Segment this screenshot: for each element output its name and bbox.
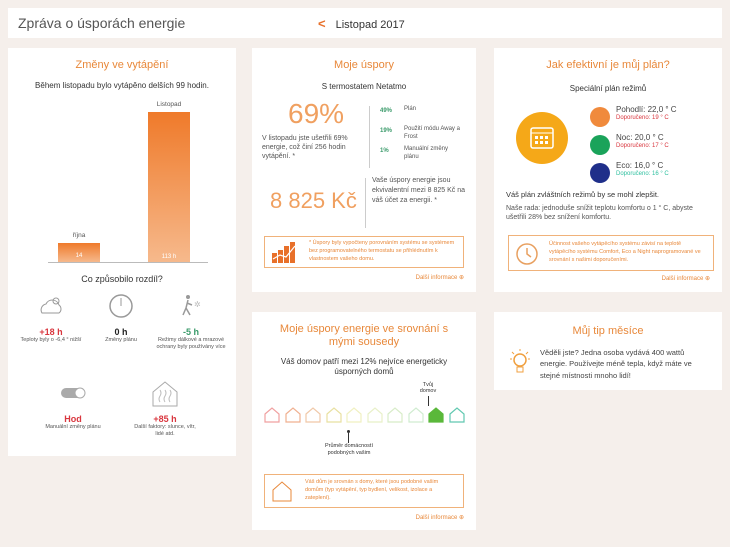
- house-icon: [448, 407, 465, 423]
- mode-name: Noc: 20,0 ° C: [616, 133, 664, 142]
- mode-item: Noc: 20,0 ° C Doporučeno: 17 ° C: [616, 133, 669, 149]
- house-icon: [272, 481, 292, 502]
- difference-question: Co způsobilo rozdíl?: [81, 274, 163, 284]
- clock-icon: [516, 243, 538, 265]
- savings-percent: 69%: [288, 98, 345, 129]
- plan-subtitle: Speciální plán režimů: [569, 84, 647, 93]
- house-icon: [325, 407, 342, 423]
- svg-text:✲: ✲: [194, 300, 201, 309]
- factor-description: Manuální změny plánu: [45, 424, 101, 430]
- tip-text: Věděli jste? Jedna osoba vydává 400 watt…: [540, 348, 692, 380]
- chevron-left-icon[interactable]: <: [318, 16, 326, 31]
- factor-item: Hod Manuální změny plánu: [38, 380, 108, 431]
- savings-card: Moje úspory S termostatem Netatmo 69% V …: [252, 48, 476, 292]
- factor-value: -5 h: [182, 327, 199, 337]
- breakdown-label: Použití módu Away a Frost: [404, 126, 460, 140]
- savings-percent-desc: V listopadu jste ušetřili 69% energie, c…: [262, 135, 348, 161]
- factor-item: 0 h Změny plánu: [86, 293, 156, 344]
- house-icon: [284, 407, 301, 423]
- plan-title: Jak efektivní je můj plán?: [546, 59, 670, 71]
- bar-value-label: 113 h: [161, 254, 177, 260]
- factor-description: Změny plánu: [105, 337, 137, 343]
- mode-color-dot: [590, 107, 610, 127]
- mode-name: Pohodlí: 22,0 ° C: [616, 105, 677, 114]
- plan-more-link[interactable]: Další informace ⊕: [661, 276, 710, 282]
- factor-description: Teploty byly o -6,4 ° nižší: [20, 337, 82, 343]
- your-home-label: Tvůj domov: [419, 382, 437, 394]
- chart-baseline: [48, 262, 208, 263]
- heating-bar-chart: 14 října 113 h Listopad: [48, 98, 208, 264]
- savings-amount: 8 825 Kč: [270, 188, 357, 213]
- tip-card: Můj tip měsíce Věděli jste? Jedna osoba …: [494, 312, 722, 390]
- neighbors-title: Moje úspory energie ve srovnání s mými s…: [279, 323, 449, 348]
- mode-recommendation: Doporučeno: 17 ° C: [616, 142, 669, 149]
- breakdown-label: Manuální změny plánu: [404, 146, 449, 160]
- chart-growth-icon: [272, 242, 296, 263]
- plan-card: Jak efektivní je můj plán? Speciální plá…: [494, 48, 722, 292]
- house-icon: [428, 407, 444, 423]
- mode-name: Eco: 16,0 ° C: [616, 161, 664, 170]
- mode-item: Eco: 16,0 ° C Doporučeno: 16 ° C: [616, 161, 669, 177]
- mode-color-dot: [590, 163, 610, 183]
- breakdown-value: 19%: [380, 128, 393, 134]
- away-frost-icon: ✲: [182, 295, 201, 316]
- lightbulb-icon: [510, 349, 530, 373]
- plan-note: Účinnost vašeho vytápěcího systému závis…: [508, 235, 714, 271]
- header: Zpráva o úsporách energie < Listopad 2017: [8, 8, 722, 38]
- neighbors-card: Moje úspory energie ve srovnání s mými s…: [252, 312, 476, 530]
- savings-more-link[interactable]: Další informace ⊕: [415, 275, 464, 281]
- house-icon: [407, 407, 424, 423]
- page-title: Zpráva o úsporách energie: [18, 15, 186, 31]
- mode-recommendation: Doporučeno: 19 ° C: [616, 114, 669, 121]
- weather-cloud-sun-icon: [40, 297, 62, 314]
- heating-title: Změny ve vytápění: [75, 59, 169, 71]
- bar-category-label: Listopad: [156, 101, 182, 108]
- calendar-icon: [530, 127, 554, 149]
- savings-amount-desc: Vaše úspory energie jsou ekvivalentní me…: [372, 177, 465, 205]
- house-icon: [387, 407, 403, 423]
- heating-subtitle: Během listopadu bylo vytápěno delších 99…: [35, 81, 209, 90]
- bar-value-label: 14: [75, 253, 83, 260]
- heating-card: Změny ve vytápění Během listopadu bylo v…: [8, 48, 236, 456]
- breakdown-value: 49%: [380, 108, 393, 114]
- plan-advice: Naše rada: jednoduše snížit teplotu komf…: [506, 205, 693, 222]
- breakdown-label: Plán: [404, 106, 417, 112]
- plan-verdict: Váš plán zvláštních režimů by se mohl zl…: [506, 190, 659, 199]
- factor-description: Režimy dálkové a mrazové ochrany byly po…: [156, 337, 226, 350]
- house-icon: [366, 407, 383, 423]
- clock-icon: [109, 294, 133, 318]
- chart-bar: 14: [58, 243, 100, 262]
- calendar-badge: [516, 112, 568, 164]
- factor-value: 0 h: [114, 327, 128, 337]
- bar-category-label: října: [72, 232, 86, 240]
- neighbors-note: Váš dům je srovnán s domy, které jsou po…: [264, 474, 464, 508]
- mode-item: Pohodlí: 22,0 ° C Doporučeno: 19 ° C: [616, 105, 677, 121]
- savings-note: * Úspory byly vypočteny porovnáním systé…: [264, 236, 464, 268]
- average-label: Průměr domácností podobných vašim: [325, 443, 373, 457]
- factor-item: +18 h Teploty byly o -6,4 ° nižší: [16, 293, 86, 344]
- breakdown-value: 1%: [380, 148, 389, 154]
- house-icon: [305, 407, 321, 423]
- factor-value: +18 h: [39, 327, 63, 337]
- savings-title: Moje úspory: [334, 59, 394, 71]
- factor-value: Hod: [64, 414, 82, 424]
- chart-bar: 113 h: [148, 112, 190, 262]
- mode-color-dot: [590, 135, 610, 155]
- neighbors-more-link[interactable]: Další informace ⊕: [415, 515, 464, 521]
- house-heat-icon: [152, 381, 178, 407]
- savings-subtitle: S termostatem Netatmo: [321, 82, 407, 91]
- factor-item: ✲ -5 h Režimy dálkové a mrazové ochrany by…: [156, 293, 226, 350]
- toggle-icon: [61, 387, 86, 399]
- neighbors-subtitle: Váš domov patří mezi 12% nejvíce energet…: [280, 357, 448, 376]
- factor-description: Další faktory: slunce, vítr, lidé atd.: [134, 424, 196, 437]
- mode-recommendation: Doporučeno: 16 ° C: [616, 170, 669, 177]
- factor-item: +85 h Další faktory: slunce, vítr, lidé a…: [130, 380, 200, 437]
- factor-value: +85 h: [153, 414, 177, 424]
- house-icon: [264, 407, 280, 423]
- house-icon: [346, 407, 362, 423]
- tip-title: Můj tip měsíce: [572, 325, 644, 337]
- month-label: Listopad 2017: [335, 19, 405, 31]
